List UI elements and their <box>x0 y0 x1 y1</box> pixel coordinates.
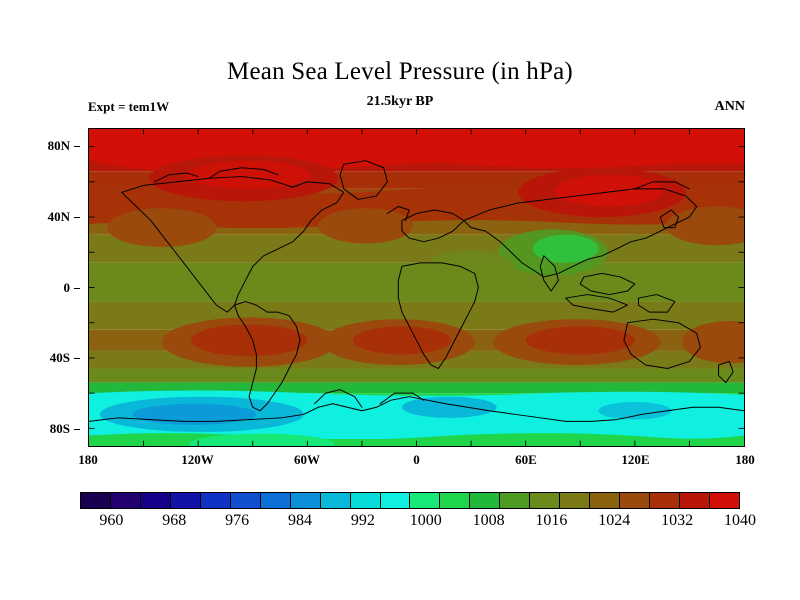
x-tick-label: 120E <box>621 452 650 467</box>
colorbar-tick-label: 1040 <box>724 512 756 529</box>
colorbar-cell <box>81 493 111 508</box>
colorbar-cell <box>170 493 201 508</box>
colorbar-cell <box>380 493 411 508</box>
page-title: Mean Sea Level Pressure (in hPa) <box>227 58 573 85</box>
colorbar-tick-label: 992 <box>350 512 375 529</box>
colorbar-cell <box>140 493 171 508</box>
colorbar-cell <box>710 493 739 508</box>
experiment-label: Expt = tem1W <box>88 99 170 114</box>
colorbar-cell <box>260 493 291 508</box>
y-tick-mark <box>74 287 80 289</box>
colorbar-swatches <box>80 492 740 509</box>
colorbar-cell <box>680 493 711 508</box>
colorbar-tick-label: 1008 <box>472 512 505 529</box>
y-tick-label: 40S <box>49 350 70 366</box>
map-plot-area <box>88 128 745 447</box>
colorbar-cell <box>650 493 681 508</box>
colorbar-cell <box>590 493 621 508</box>
colorbar-cell <box>500 493 531 508</box>
pressure-map <box>89 129 744 446</box>
colorbar-cell <box>530 493 561 508</box>
colorbar-tick-label: 976 <box>225 512 250 529</box>
colorbar-tick-label: 1032 <box>661 512 694 529</box>
colorbar-tick-label: 968 <box>162 512 187 529</box>
y-tick-mark <box>74 429 80 431</box>
colorbar-cell <box>620 493 651 508</box>
season-label: ANN <box>714 99 745 114</box>
colorbar-tick-label: 1000 <box>409 512 442 529</box>
colorbar-cell <box>230 493 261 508</box>
colorbar-cell <box>440 493 471 508</box>
colorbar-cell <box>410 493 441 508</box>
colorbar-tick-label: 960 <box>99 512 124 529</box>
colorbar-cell <box>560 493 591 508</box>
y-tick-label: 40N <box>47 208 70 224</box>
colorbar-tick-labels: 960 968 976 984 992 1000 1008 1016 1024 1032 1040 <box>80 512 756 536</box>
y-tick-label: 0 <box>63 279 71 295</box>
colorbar: 960 968 976 984 992 1000 1008 1016 1024 1032 1040 <box>80 492 756 536</box>
figure-subtitle: 21.5kyr BP <box>366 94 434 109</box>
colorbar-cell <box>110 493 141 508</box>
x-tick-label: 180 <box>78 452 98 467</box>
y-tick-mark <box>74 216 80 218</box>
colorbar-tick-label: 1024 <box>598 512 631 529</box>
x-tick-label: 180 <box>735 452 755 467</box>
x-axis-labels: 180 120W 60W 0 60E 120E 180 <box>78 452 755 472</box>
colorbar-tick-label: 1016 <box>535 512 568 529</box>
colorbar-tick-label: 984 <box>288 512 312 529</box>
colorbar-cell <box>320 493 351 508</box>
x-tick-label: 60W <box>294 452 320 467</box>
colorbar-cell <box>470 493 501 508</box>
colorbar-cell <box>200 493 231 508</box>
x-tick-label: 60E <box>515 452 537 467</box>
colorbar-cell <box>350 493 381 508</box>
x-tick-label: 0 <box>413 452 420 467</box>
y-tick-mark <box>74 358 80 360</box>
y-tick-mark <box>74 145 80 147</box>
y-tick-label: 80N <box>47 137 70 153</box>
y-axis-labels: 80N 40N 0 40S 80S <box>0 128 80 447</box>
y-tick-label: 80S <box>49 421 70 437</box>
colorbar-cell <box>290 493 321 508</box>
x-tick-label: 120W <box>181 452 214 467</box>
